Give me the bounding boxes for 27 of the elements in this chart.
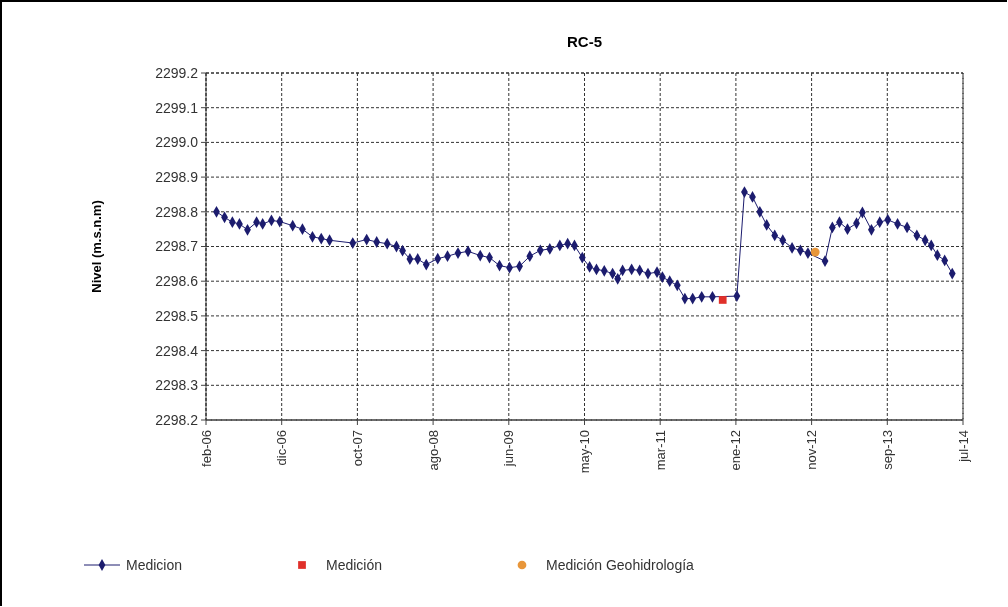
y-axis-title: Nivel (m.s.n.m)	[89, 200, 104, 293]
legend-label: Medición Geohidrología	[546, 556, 695, 573]
y-tick-label: 2298.6	[155, 273, 199, 290]
legend-label: Medición	[326, 556, 383, 573]
x-tick-label: mar-11	[652, 430, 668, 471]
x-tick-label: may-10	[577, 430, 593, 474]
x-tick-label: nov-12	[804, 430, 820, 470]
x-tick-label: oct-07	[349, 430, 365, 467]
y-tick-label: 2298.9	[155, 169, 199, 185]
x-tick-label: sep-13	[879, 430, 895, 470]
y-tick-label: 2299.2	[155, 64, 199, 81]
y-tick-label: 2298.7	[155, 238, 199, 255]
x-tick-label: dic-06	[274, 430, 290, 466]
y-tick-label: 2299.0	[155, 134, 199, 151]
y-tick-label: 2298.8	[155, 203, 199, 220]
y-tick-label: 2298.3	[155, 377, 199, 394]
y-tick-label: 2298.2	[155, 411, 199, 428]
y-tick-label: 2298.5	[155, 307, 199, 324]
x-tick-label: feb-06	[198, 430, 214, 467]
x-tick-label: ago-08	[425, 430, 441, 471]
chart-title: RC-5	[566, 33, 603, 50]
y-tick-label: 2299.1	[155, 99, 199, 116]
x-tick-label: ene-12	[728, 430, 744, 471]
x-tick-label: jun-09	[501, 430, 517, 468]
x-tick-label: jul-14	[955, 430, 971, 463]
y-tick-label: 2298.4	[155, 342, 199, 359]
legend-label: Medicion	[126, 556, 183, 573]
